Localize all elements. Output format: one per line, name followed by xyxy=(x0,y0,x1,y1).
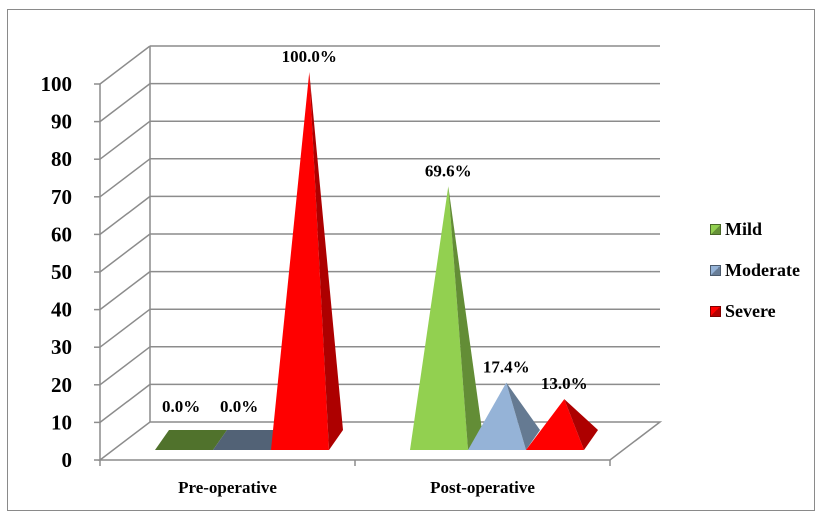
legend-label-moderate: Moderate xyxy=(725,259,800,280)
y-tick-label: 70 xyxy=(51,185,72,209)
legend-item-severe: Severe xyxy=(710,296,820,326)
data-labels: 0.0% 0.0% 100.0% 69.6% 17.4% 13.0% xyxy=(162,47,588,416)
bar-moderate-pre-operative xyxy=(213,430,285,450)
bar-mild-pre-operative xyxy=(155,430,227,450)
data-label-severe-pre-operative: 100.0% xyxy=(282,47,337,66)
legend-label-mild: Mild xyxy=(725,218,763,239)
category-labels: Pre-operative Post-operative xyxy=(178,478,535,497)
bar-mild-post-operative xyxy=(410,186,482,450)
data-label-mild-pre-operative: 0.0% xyxy=(162,397,200,416)
gridline-side xyxy=(99,271,151,311)
bar-severe-post-operative xyxy=(526,399,598,450)
bar-severe-post-operative-front xyxy=(526,399,584,450)
bar-severe-pre-operative-front xyxy=(271,72,329,450)
data-label-mild-post-operative: 69.6% xyxy=(425,161,472,180)
legend: Mild Moderate Severe xyxy=(710,214,820,337)
gridline-side xyxy=(99,83,151,123)
category-label: Post-operative xyxy=(430,478,535,497)
gridline-side xyxy=(99,195,151,235)
y-tick-label: 30 xyxy=(51,335,72,359)
bars xyxy=(155,72,598,450)
gridline-side xyxy=(99,120,151,160)
y-tick-label: 60 xyxy=(51,222,72,246)
gridline-side xyxy=(99,383,151,423)
y-tick-label: 100 xyxy=(41,72,73,96)
gridline-side xyxy=(99,45,151,85)
y-tick-label: 10 xyxy=(51,410,72,434)
gridline-side xyxy=(99,233,151,273)
legend-swatch-severe xyxy=(710,305,721,317)
y-tick-label: 80 xyxy=(51,147,72,171)
legend-label-severe: Severe xyxy=(725,300,776,321)
bar-moderate-post-operative xyxy=(468,382,540,450)
gridline-side xyxy=(99,346,151,386)
y-axis-ticks: 0 10 20 30 40 50 60 70 80 90 100 xyxy=(41,72,73,472)
y-tick-label: 90 xyxy=(51,110,72,134)
y-tick-label: 40 xyxy=(51,298,72,322)
bar-mild-post-operative-front xyxy=(410,186,468,450)
legend-item-mild: Mild xyxy=(710,214,820,244)
bar-mild-post-operative-side xyxy=(448,186,482,450)
legend-item-moderate: Moderate xyxy=(710,255,820,285)
legend-swatch-mild xyxy=(710,223,721,235)
bar-severe-pre-operative-side xyxy=(309,72,343,450)
gridline-side xyxy=(99,158,151,198)
y-tick-label: 50 xyxy=(51,260,72,284)
data-label-severe-post-operative: 13.0% xyxy=(541,374,588,393)
bar-severe-post-operative-side xyxy=(564,399,598,450)
y-tick-label: 0 xyxy=(62,448,73,472)
bar-moderate-post-operative-front xyxy=(468,382,526,450)
legend-swatch-moderate xyxy=(710,264,721,276)
data-label-moderate-pre-operative: 0.0% xyxy=(220,397,258,416)
category-label: Pre-operative xyxy=(178,478,277,497)
gridlines xyxy=(94,45,660,466)
gridline-side xyxy=(99,308,151,348)
data-label-moderate-post-operative: 17.4% xyxy=(483,358,530,377)
y-tick-label: 20 xyxy=(51,373,72,397)
bar-moderate-post-operative-side xyxy=(506,382,540,450)
bar-severe-pre-operative xyxy=(271,72,343,450)
